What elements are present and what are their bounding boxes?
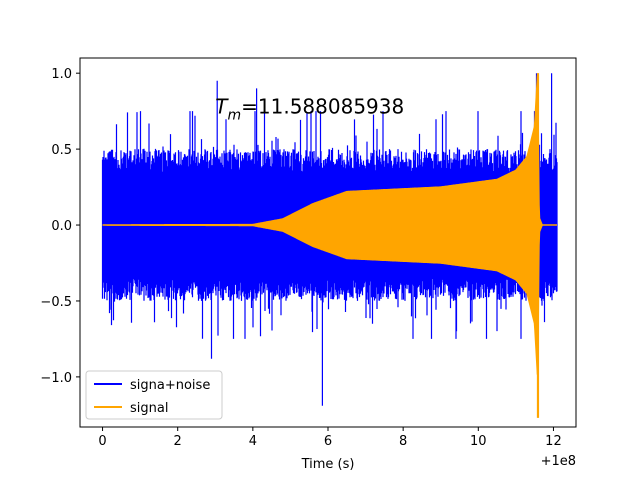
y-tick-label: 1.0 xyxy=(51,67,72,82)
x-axis-offset-label: +1e8 xyxy=(541,454,576,469)
annotation-value: =11.588085938 xyxy=(241,95,404,119)
x-tick-label: 0 xyxy=(98,434,106,449)
annotation-variable: T xyxy=(215,95,229,119)
plot-area xyxy=(101,73,558,418)
x-tick-label: 2 xyxy=(174,434,182,449)
series-signal xyxy=(102,75,557,375)
x-tick-label: 8 xyxy=(399,434,407,449)
axes: 0 2 4 6 8 10 12 −1.0 −0.5 0.0 0.5 1.0 xyxy=(40,57,577,449)
y-tick-label: 0.0 xyxy=(51,219,72,234)
x-tick-label: 12 xyxy=(545,434,562,449)
y-tick-label: 0.5 xyxy=(51,143,72,158)
legend: signa+noise signal xyxy=(85,370,223,420)
y-tick-label: −1.0 xyxy=(40,371,72,386)
x-tick-label: 4 xyxy=(249,434,257,449)
x-axis-label: Time (s) xyxy=(301,457,355,472)
legend-label-signa-noise: signa+noise xyxy=(130,378,210,393)
x-tick-label: 6 xyxy=(324,434,332,449)
merger-time-annotation: Tm=11.588085938 xyxy=(215,95,404,124)
annotation-subscript: m xyxy=(227,108,241,124)
x-tick-label: 10 xyxy=(470,434,487,449)
legend-label-signal: signal xyxy=(130,401,168,416)
y-tick-label: −0.5 xyxy=(40,295,72,310)
